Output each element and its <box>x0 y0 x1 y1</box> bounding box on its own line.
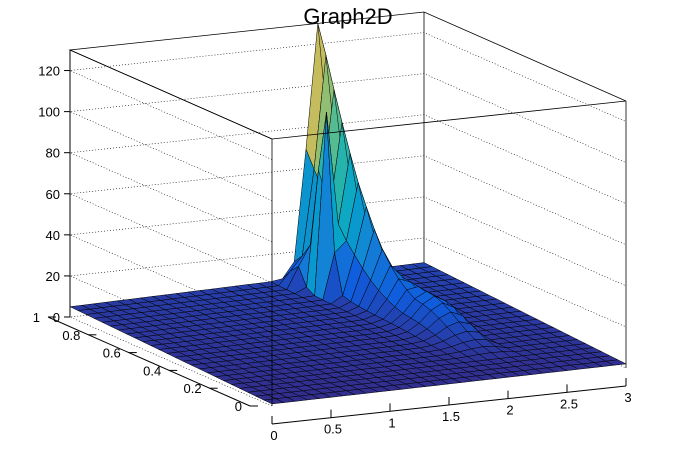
y-tick-label: 0.2 <box>184 381 202 396</box>
y-tick-label: 0.8 <box>62 328 80 343</box>
x-tick-label: 0 <box>270 428 277 443</box>
front-frame-top-left <box>69 49 273 140</box>
z-tick-label: 40 <box>46 228 60 243</box>
front-frame-top-right <box>271 100 627 140</box>
z-grid-line <box>68 155 627 284</box>
surface-mesh <box>69 23 627 405</box>
z-tick-label: 120 <box>38 64 60 79</box>
z-grid-line <box>68 237 627 366</box>
y-tick-label: 0.4 <box>143 363 161 378</box>
z-tick-label: 100 <box>38 105 60 120</box>
z-tick-label: 20 <box>46 269 60 284</box>
y-tick-label: 0 <box>235 399 242 414</box>
front-frame <box>69 49 627 406</box>
y-axis-line <box>47 316 251 407</box>
z-grid-line <box>68 32 627 160</box>
z-grid-line <box>68 114 627 242</box>
x-tick-label: 3 <box>624 390 631 405</box>
x-tick-label: 2.5 <box>560 396 578 411</box>
x-tick-label: 1.5 <box>442 409 460 424</box>
y-tick-label: 1 <box>33 310 40 325</box>
axis-ticks: 0 0.5 1 1.5 2 2.5 300.20.40.60.81 0204060801001… <box>33 50 632 443</box>
z-grid-line <box>68 73 627 201</box>
back-frame-top <box>68 11 627 140</box>
x-tick-label: 1 <box>388 415 395 430</box>
x-tick-label: 2 <box>506 403 513 418</box>
y-tick-label: 0.6 <box>103 346 121 361</box>
x-tick-label: 0.5 <box>324 422 342 437</box>
z-grid-line <box>68 196 627 325</box>
z-tick-label: 0 <box>53 310 60 325</box>
surface-cell <box>605 359 627 366</box>
z-tick-label: 80 <box>46 146 60 161</box>
z-tick-label: 60 <box>46 187 60 202</box>
